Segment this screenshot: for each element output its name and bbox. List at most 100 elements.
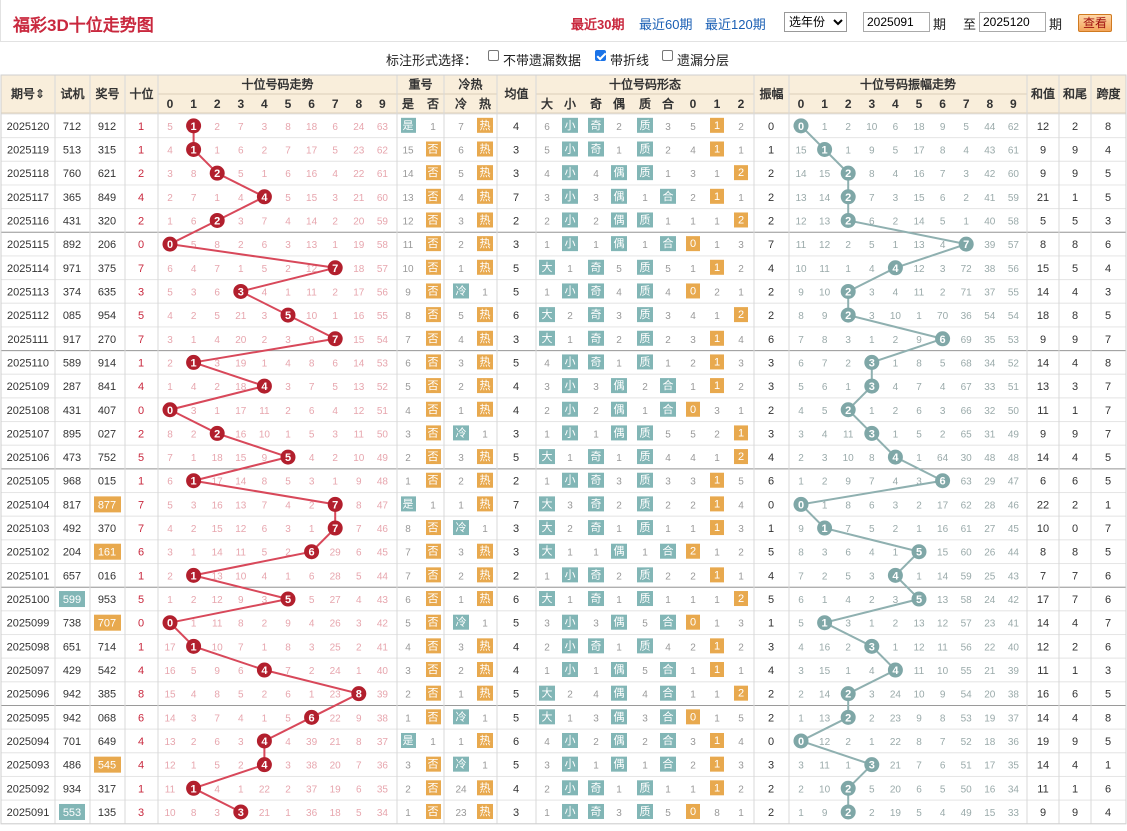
cell-tail: 0	[1072, 523, 1078, 535]
option-miss-layer-label[interactable]: 遗漏分层	[677, 53, 730, 68]
form-badge	[588, 330, 604, 346]
trend-miss: 38	[306, 761, 318, 772]
cell-trial: 657	[63, 570, 81, 582]
checkbox-no-miss[interactable]	[488, 50, 499, 61]
trend-miss: 4	[285, 737, 291, 748]
cell-hot: 热	[480, 592, 491, 605]
trend-miss: 15	[164, 690, 176, 701]
cell-issue: 2025103	[7, 523, 50, 535]
amp-ball	[840, 212, 856, 228]
cell-issue: 2025114	[7, 263, 49, 275]
trend-miss: 18	[306, 122, 318, 133]
trend-ball	[233, 804, 249, 820]
cell-form: 小	[565, 663, 576, 676]
trend-miss: 19	[330, 784, 342, 795]
trend-ball	[327, 520, 343, 536]
period-link-30[interactable]: 最近30期	[571, 17, 625, 32]
cell-sum: 14	[1037, 760, 1049, 772]
cell-repeat-yes: 13	[402, 193, 414, 204]
option-polyline-label[interactable]: 带折线	[610, 53, 650, 68]
amp-miss: 42	[1008, 595, 1020, 606]
trend-miss: 3	[191, 500, 197, 511]
form-badge	[562, 212, 578, 228]
amp-miss: 53	[961, 713, 973, 724]
cell-form: 奇	[591, 142, 602, 155]
amp-miss: 53	[1008, 335, 1020, 346]
header-amp-digit: 9	[1010, 97, 1017, 111]
header-trend-digit: 1	[190, 97, 197, 111]
cell-form: 1	[567, 264, 573, 275]
cell-form: 1	[690, 690, 696, 701]
trend-miss: 16	[353, 311, 365, 322]
trend-miss: 11	[236, 548, 247, 559]
cell-trial: 431	[63, 405, 81, 417]
to-period-input[interactable]	[979, 12, 1046, 32]
period-link-60[interactable]: 最近60期	[639, 17, 693, 32]
cell-tens: 6	[138, 712, 144, 724]
amp-miss: 41	[1008, 619, 1020, 630]
cell-form: 3	[616, 808, 622, 819]
amp-miss: 4	[822, 429, 828, 440]
form-badge	[611, 212, 627, 228]
cell-form: 1	[593, 240, 599, 251]
amp-miss: 14	[819, 193, 831, 204]
cell-hot: 1	[482, 761, 488, 772]
cell-issue: 2025112	[7, 310, 49, 322]
cell-sum: 6	[1040, 476, 1046, 488]
amp-ball-digit: 4	[892, 452, 899, 464]
amp-miss: 19	[984, 713, 996, 724]
amp-miss: 13	[937, 595, 949, 606]
cell-form: 3	[738, 240, 744, 251]
amp-miss: 51	[1008, 382, 1020, 393]
trend-miss: 3	[214, 358, 220, 369]
query-button[interactable]: 查看	[1078, 14, 1112, 32]
trend-ball	[186, 118, 202, 134]
trend-ball	[256, 757, 272, 773]
cell-prize: 385	[98, 689, 116, 701]
header-form-7: 1	[714, 97, 721, 111]
amp-ball	[958, 236, 974, 252]
trend-ball-digit: 4	[261, 760, 268, 772]
header-form-6: 0	[690, 97, 697, 111]
trend-miss: 4	[167, 524, 173, 535]
cell-tens: 4	[138, 381, 144, 393]
cell-avg: 4	[513, 783, 519, 795]
cell-repeat-no: 否	[428, 806, 439, 818]
cell-form: 奇	[591, 781, 602, 794]
amp-miss: 5	[963, 122, 969, 133]
remainder-badge	[734, 165, 748, 181]
period-link-120[interactable]: 最近120期	[705, 17, 766, 32]
remainder-badge	[686, 543, 700, 559]
option-no-miss-label[interactable]: 不带遗漏数据	[503, 53, 582, 68]
amp-miss: 12	[913, 642, 925, 653]
from-period-input[interactable]	[863, 12, 930, 32]
year-select[interactable]: 选年份	[784, 12, 847, 32]
remainder-badge	[686, 803, 700, 819]
cell-form: 1	[690, 666, 696, 677]
hot-badge	[477, 543, 493, 559]
cell-prize: 206	[98, 239, 116, 251]
amp-miss: 22	[984, 642, 996, 653]
remainder-badge	[686, 283, 700, 299]
amp-miss: 9	[940, 122, 946, 133]
cell-form: 偶	[614, 190, 625, 203]
trend-miss: 1	[167, 595, 173, 606]
checkbox-miss-layer[interactable]	[662, 50, 673, 61]
cell-form: 2	[690, 193, 696, 204]
header-sum: 和值	[1030, 86, 1055, 101]
cell-form: 1	[544, 429, 550, 440]
hot-badge	[477, 732, 493, 748]
amp-miss: 12	[913, 264, 925, 275]
checkbox-polyline[interactable]	[595, 50, 606, 61]
amp-miss: 4	[963, 145, 969, 156]
cell-prize: 161	[98, 547, 116, 559]
amp-miss: 32	[984, 406, 996, 417]
cell-sum: 17	[1037, 594, 1049, 606]
cell-trial: 473	[63, 452, 81, 464]
cell-sum: 10	[1037, 523, 1049, 535]
amp-ball-digit: 1	[822, 618, 828, 630]
cell-form: 小	[565, 758, 576, 771]
prize-badge	[94, 543, 121, 560]
amp-miss: 3	[845, 335, 851, 346]
amp-miss: 2	[845, 642, 851, 653]
